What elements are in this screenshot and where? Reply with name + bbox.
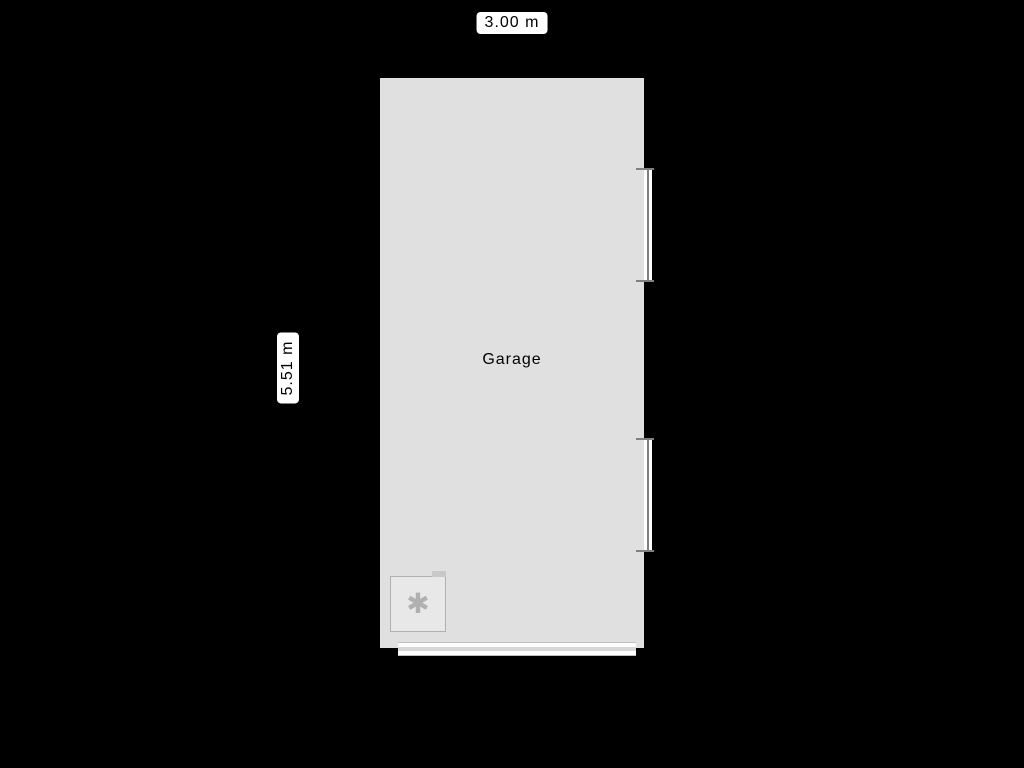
wall-bottom-right (636, 648, 652, 656)
room-label: Garage (482, 351, 541, 369)
wall-right (644, 70, 652, 656)
floorplan-canvas: 3.00 m 5.51 m Garage ✱ (0, 0, 1024, 768)
door-handle (652, 405, 662, 423)
garage-door (398, 642, 636, 656)
window-2 (644, 440, 652, 550)
wall-bottom-left (372, 648, 398, 656)
window-1-sill-top (636, 168, 654, 170)
window-2-sill-bottom (636, 550, 654, 552)
window-2-sill-top (636, 438, 654, 440)
window-1 (644, 170, 652, 280)
window-1-sill-bottom (636, 280, 654, 282)
wall-left (372, 70, 380, 656)
fan-icon: ✱ (406, 590, 429, 618)
wall-top (372, 70, 652, 78)
dimension-height-label: 5.51 m (277, 333, 299, 404)
dimension-width-label: 3.00 m (477, 12, 548, 34)
